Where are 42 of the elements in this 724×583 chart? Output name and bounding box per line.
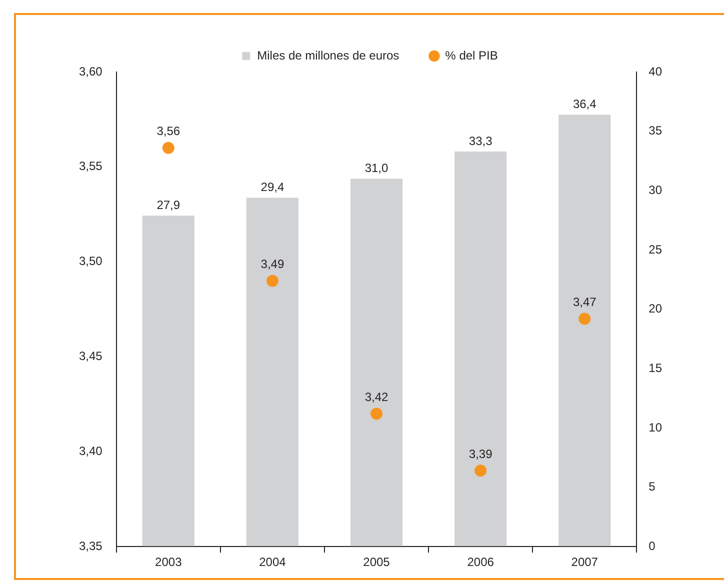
bar xyxy=(246,198,298,546)
y2-tick-label: 5 xyxy=(648,480,656,494)
bar xyxy=(350,178,403,546)
y2-tick-label: 10 xyxy=(648,420,662,434)
y2-tick-label: 30 xyxy=(648,182,662,197)
x-tick-label: 2006 xyxy=(467,555,494,570)
data-label: 29,4 xyxy=(260,180,284,194)
y2-tick-label: 0 xyxy=(648,538,656,553)
point xyxy=(162,142,174,154)
data-label: 3,39 xyxy=(468,446,493,461)
y2-tick-label: 35 xyxy=(648,124,662,138)
bar xyxy=(454,151,507,546)
data-label: 33,3 xyxy=(468,134,493,148)
y-tick-label: 3,35 xyxy=(78,538,103,553)
y2-tick-label: 15 xyxy=(648,360,662,375)
point xyxy=(578,312,591,325)
data-label: 3,47 xyxy=(572,295,597,310)
data-label: 31,0 xyxy=(364,161,389,176)
bar xyxy=(558,114,611,546)
legend-label: Miles de millones de euros xyxy=(257,48,400,62)
x-tick-label: 2003 xyxy=(155,555,182,570)
y2-tick-label: 40 xyxy=(648,64,662,78)
point xyxy=(370,408,383,420)
y2-tick-label: 20 xyxy=(648,302,662,316)
data-label: 3,42 xyxy=(364,390,389,404)
data-label: 27,9 xyxy=(156,198,180,212)
legend-label: % del PIB xyxy=(445,48,498,62)
x-tick-label: 2005 xyxy=(363,555,390,570)
data-label: 3,49 xyxy=(260,257,284,272)
y-tick-label: 3,55 xyxy=(78,159,103,174)
data-label: 3,56 xyxy=(156,124,180,138)
y2-tick-label: 25 xyxy=(648,242,662,256)
data-label: 36,4 xyxy=(572,97,597,112)
point xyxy=(474,464,487,477)
y-tick-label: 3,60 xyxy=(78,64,103,78)
bar xyxy=(142,216,194,546)
x-tick-label: 2004 xyxy=(259,555,286,570)
point xyxy=(266,274,278,287)
y-tick-label: 3,50 xyxy=(78,254,103,268)
x-tick-label: 2007 xyxy=(571,555,598,570)
y-tick-label: 3,40 xyxy=(78,444,103,458)
y-tick-label: 3,45 xyxy=(78,349,103,364)
